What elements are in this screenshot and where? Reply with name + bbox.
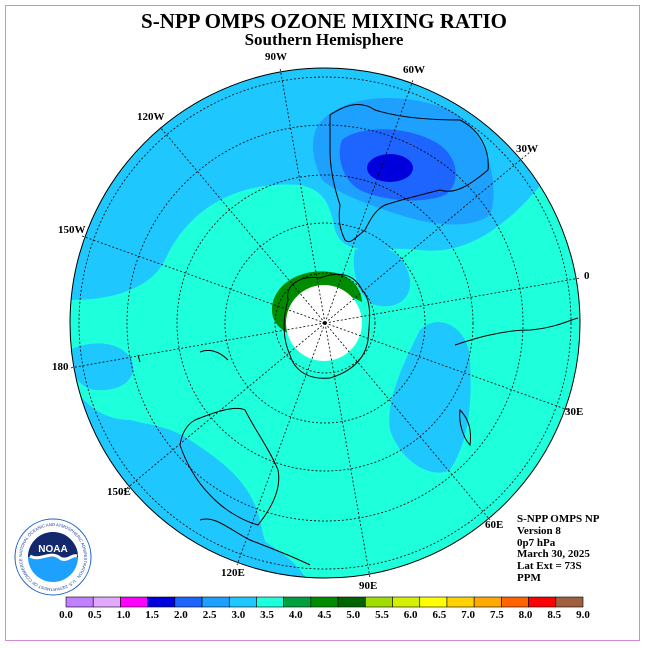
- colorbar: 0.0 0.5 1.0 1.5 2.0 2.5 3.0 3.5 4.0 4.5 5.0 5.5 6.0 6…: [59, 596, 590, 621]
- colorbar-label: 3.0: [231, 609, 245, 621]
- map-subtitle: Southern Hemisphere: [244, 30, 404, 49]
- field-patch-pacific: [70, 343, 134, 391]
- colorbar-swatch: [337, 596, 366, 608]
- logo-upper-half: [28, 532, 78, 557]
- lon-label-0: 0: [584, 270, 590, 282]
- info-pressure: 0p7 hPa: [517, 536, 556, 549]
- colorbar-swatch: [392, 596, 421, 608]
- colorbar-label: 5.0: [346, 609, 360, 621]
- colorbar-label: 1.5: [145, 609, 159, 621]
- coastline-south-america: [329, 104, 489, 243]
- lon-label-150w: 150W: [58, 224, 86, 236]
- lon-label-30w: 30W: [516, 143, 538, 155]
- field-level-1-5: [367, 154, 413, 182]
- colorbar-swatch: [365, 596, 393, 608]
- figure-frame: [5, 5, 640, 641]
- colorbar-label: 3.5: [260, 609, 274, 621]
- info-date: March 30, 2025: [517, 548, 590, 561]
- south-pole-dot: [322, 321, 326, 325]
- map-border: [69, 67, 581, 579]
- colorbar-label: 7.5: [490, 609, 504, 621]
- colorbar-swatch: [310, 596, 339, 608]
- latitude-circles: [78, 76, 572, 570]
- colorbar-label: 1.0: [117, 609, 131, 621]
- colorbar-swatch: [283, 596, 312, 608]
- coastline-africa: [454, 317, 579, 346]
- field-level-4-0: [272, 271, 362, 335]
- lon-label-90e: 90E: [359, 580, 377, 592]
- colorbar-label: 7.0: [461, 609, 475, 621]
- field-patch-atlantic: [353, 246, 411, 307]
- meridians: [69, 67, 581, 579]
- colorbar-label: 0.0: [59, 609, 73, 621]
- map-title: S-NPP OMPS OZONE MIXING RATIO: [141, 9, 507, 33]
- longitude-labels: 90W 60W 30W 0 30E 60E 90E 120E 150E 180 …: [52, 51, 590, 592]
- colorbar-swatch: [147, 596, 176, 608]
- colorbar-swatch: [120, 596, 148, 608]
- lon-label-60w: 60W: [403, 64, 425, 76]
- colorbar-swatch: [174, 596, 203, 608]
- lon-label-60e: 60E: [485, 519, 503, 531]
- info-lat-ext: Lat Ext = 73S: [517, 560, 582, 573]
- lon-label-90w: 90W: [265, 51, 287, 63]
- colorbar-label: 2.0: [174, 609, 188, 621]
- colorbar-swatch: [501, 596, 529, 608]
- colorbar-label: 6.5: [433, 609, 447, 621]
- colorbar-label: 0.5: [88, 609, 102, 621]
- noaa-logo: NATIONAL OCEANIC AND ATMOSPHERIC ADMINIS…: [14, 518, 92, 596]
- colorbar-swatch: [473, 596, 502, 608]
- info-version: Version 8: [517, 524, 561, 537]
- field-patch-africa: [389, 321, 471, 473]
- logo-gull-icon: [29, 553, 78, 562]
- colorbar-label: 8.5: [547, 609, 561, 621]
- colorbar-swatch: [555, 596, 584, 608]
- logo-text: NOAA: [38, 544, 67, 555]
- info-instrument: S-NPP OMPS NP: [517, 513, 600, 525]
- colorbar-swatch: [228, 596, 257, 608]
- coastline-antarctica: [283, 273, 371, 379]
- lon-label-150e: 150E: [107, 486, 131, 498]
- colorbar-label: 8.0: [519, 609, 533, 621]
- colorbar-swatch: [65, 596, 94, 608]
- colorbar-swatch: [201, 596, 230, 608]
- colorbar-label: 4.5: [318, 609, 332, 621]
- coastline-australia: [179, 407, 280, 526]
- colorbar-label: 5.5: [375, 609, 389, 621]
- lon-label-180: 180: [52, 361, 69, 373]
- info-units: PPM: [517, 571, 541, 584]
- colorbar-label: 6.0: [404, 609, 418, 621]
- lon-label-120e: 120E: [221, 567, 245, 579]
- info-panel: S-NPP OMPS NP Version 8 0p7 hPa March 30…: [517, 513, 600, 585]
- colorbar-swatch: [92, 596, 121, 608]
- colorbar-label: 4.0: [289, 609, 303, 621]
- lon-label-120w: 120W: [137, 111, 165, 123]
- coastline-madagascar: [459, 408, 471, 447]
- colorbar-label: 2.5: [203, 609, 217, 621]
- colorbar-label: 9.0: [576, 609, 590, 621]
- colorbar-swatch: [419, 596, 448, 608]
- lon-label-30e: 30E: [565, 406, 583, 418]
- colorbar-swatch: [528, 596, 557, 608]
- colorbar-swatch: [256, 596, 284, 608]
- colorbar-swatch: [446, 596, 475, 608]
